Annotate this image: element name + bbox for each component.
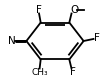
Text: F: F <box>70 67 76 77</box>
Text: F: F <box>94 33 100 43</box>
Text: O: O <box>70 5 78 15</box>
Text: CH₃: CH₃ <box>31 68 48 77</box>
Text: N: N <box>8 36 16 46</box>
Text: F: F <box>36 5 42 15</box>
